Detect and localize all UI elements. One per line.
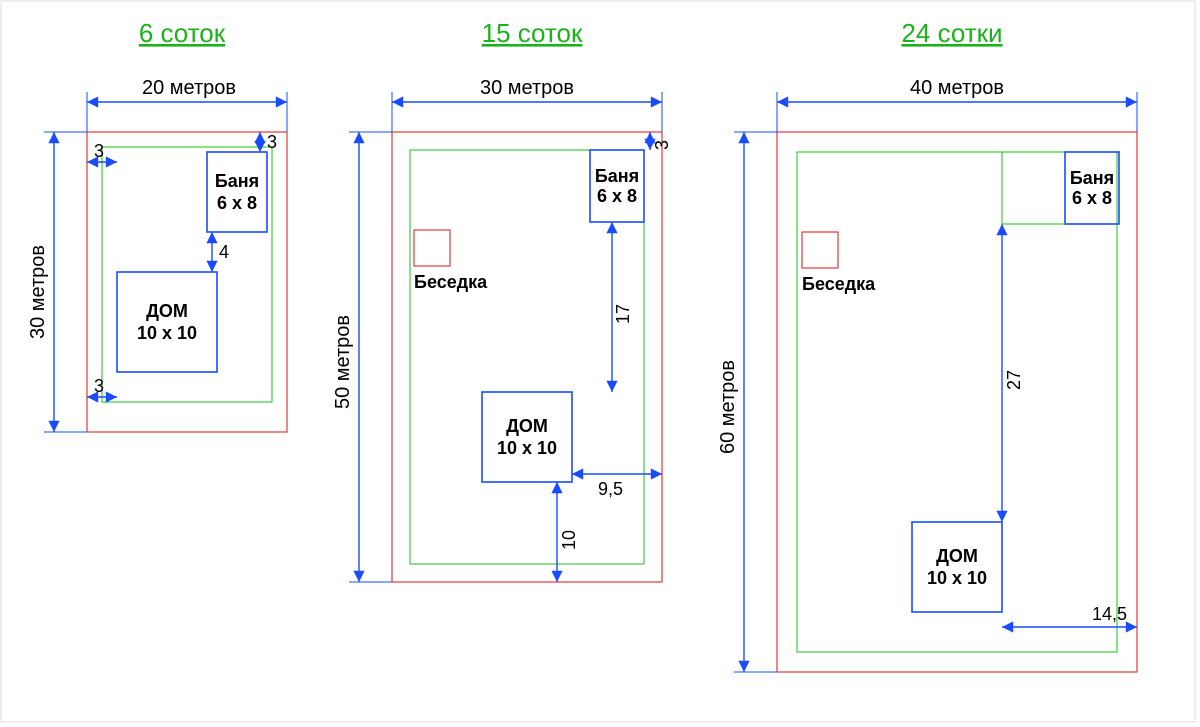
plan-2: Баня 6 х 8 Беседка ДОМ 10 х 10 30 метров… [332,77,672,582]
plan3-house-label1: ДОМ [936,546,978,566]
plan2-off-mid: 17 [613,304,633,324]
plan2-off-gap: 9,5 [598,479,623,499]
plan1-banya [207,152,267,232]
plan2-off-bot: 10 [559,530,579,550]
plan3-gazebo-label: Беседка [802,274,876,294]
plan2-gazebo [414,230,450,266]
plan2-firezone [410,150,644,564]
plan1-off-bl: 3 [94,376,104,396]
plan3-off-mid: 27 [1004,370,1024,390]
plan2-house-label2: 10 х 10 [497,438,557,458]
plan-1: Баня 6 х 8 ДОМ 10 х 10 20 метров 30 метр… [27,77,287,432]
plan2-gazebo-label: Беседка [414,272,488,292]
plan1-banya-label2: 6 х 8 [217,193,257,213]
plot-plans-svg: 6 соток 15 соток 24 сотки Баня 6 х 8 ДОМ… [2,2,1198,725]
plan3-height-label: 60 метров [717,360,739,454]
plan1-width-label: 20 метров [142,77,236,99]
plan1-off-tl: 3 [94,141,104,161]
plan2-title: 15 соток [482,18,583,48]
plan2-height-label: 50 метров [332,315,354,409]
plan2-banya-label1: Баня [595,166,639,186]
plan2-house [482,392,572,482]
plan1-title: 6 соток [139,18,226,48]
plan1-off-tr: 3 [267,132,277,152]
plan2-off-tr: 3 [652,140,672,150]
plan1-house [117,272,217,372]
plan2-banya-label2: 6 х 8 [597,186,637,206]
plan3-banya-label1: Баня [1070,168,1114,188]
plan3-gazebo [802,232,838,268]
plan3-house-label2: 10 х 10 [927,568,987,588]
plan3-house [912,522,1002,612]
plan1-house-label1: ДОМ [146,301,188,321]
plan2-width-label: 30 метров [480,77,574,99]
plan3-off-bot: 14,5 [1092,604,1127,624]
plan3-banya-label2: 6 х 8 [1072,188,1112,208]
plan3-lot [777,132,1137,672]
plan3-width-label: 40 метров [910,77,1004,99]
plan2-house-label1: ДОМ [506,416,548,436]
plan1-height-label: 30 метров [27,245,49,339]
plan3-title: 24 сотки [901,18,1002,48]
plan-3: Баня 6 х 8 Беседка ДОМ 10 х 10 40 метров… [717,77,1137,672]
plan1-house-label2: 10 х 10 [137,323,197,343]
plan1-banya-label1: Баня [215,171,259,191]
diagram-frame: 6 соток 15 соток 24 сотки Баня 6 х 8 ДОМ… [0,0,1196,723]
plan1-off-mid: 4 [219,242,229,262]
